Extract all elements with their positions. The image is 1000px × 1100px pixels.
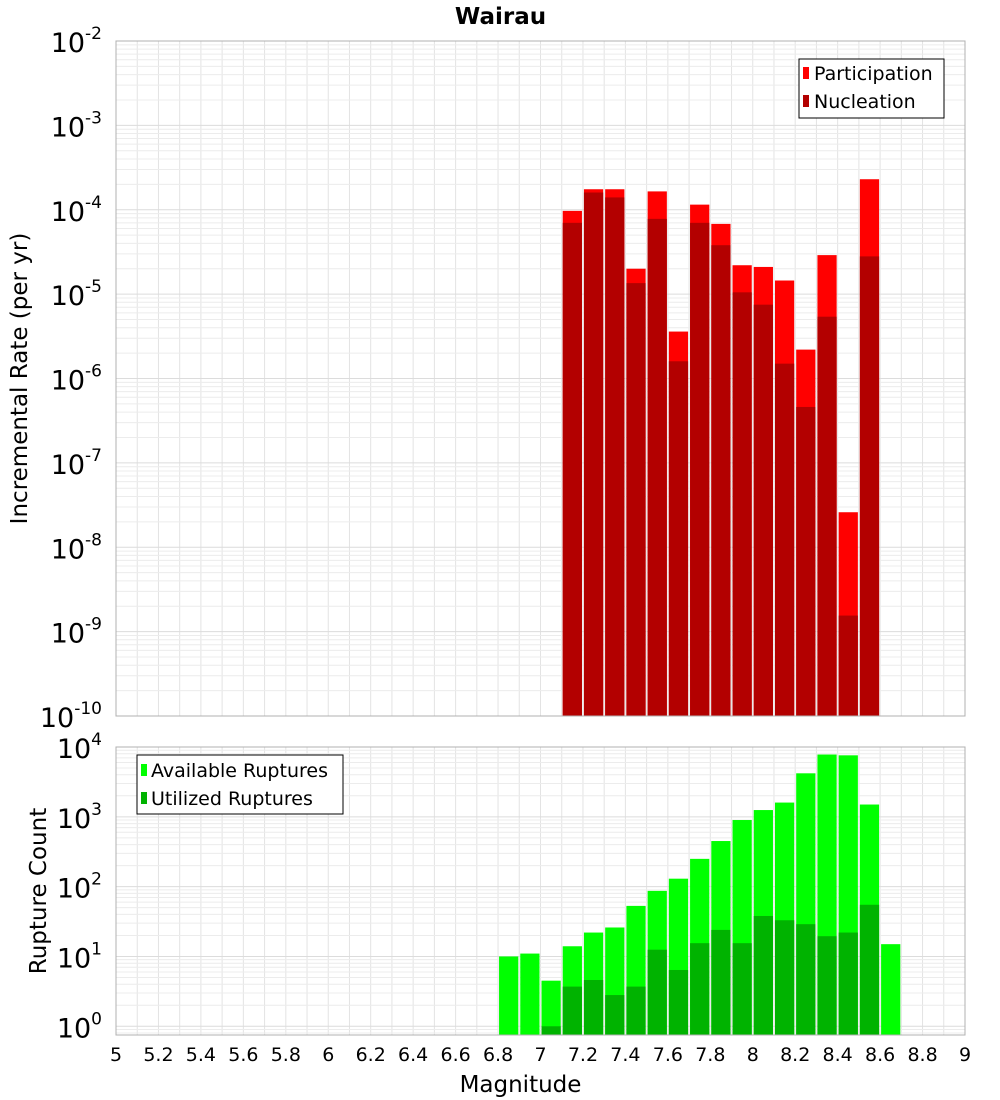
- bar: [859, 256, 880, 716]
- x-tick-label: 7.4: [610, 1044, 640, 1066]
- bars: [499, 754, 901, 1035]
- bar: [605, 995, 625, 1035]
- x-tick-label: 6.2: [356, 1044, 386, 1066]
- x-tick-label: 6.4: [398, 1044, 428, 1066]
- legend: Available Ruptures Utilized Ruptures: [136, 754, 344, 815]
- x-tick-label: 5.2: [143, 1044, 173, 1066]
- legend-box: [136, 754, 344, 815]
- bar: [732, 943, 752, 1035]
- x-tick-label: 6: [322, 1044, 334, 1066]
- x-tick-label: 7.6: [653, 1044, 683, 1066]
- chart-title: Wairau: [455, 4, 546, 30]
- bar: [499, 956, 519, 1035]
- bar: [817, 936, 837, 1035]
- bar: [562, 222, 582, 716]
- x-tick-label: 7: [534, 1044, 546, 1066]
- legend-swatch: [141, 792, 147, 804]
- bar: [711, 245, 731, 716]
- x-tick-label: 8.6: [865, 1044, 895, 1066]
- bar: [838, 932, 858, 1035]
- bar: [753, 915, 773, 1035]
- plot-frame: [115, 40, 966, 717]
- series-nucleation: [562, 192, 880, 716]
- legend-label: Nucleation: [814, 91, 916, 113]
- rate-panel: 10-10 10-9 10-8 10-7 10-6 10-5 10-4 10-3 10-2 Wai…: [7, 4, 966, 734]
- bar: [690, 943, 710, 1035]
- bar: [626, 283, 646, 716]
- bar: [881, 944, 901, 1035]
- bar: [838, 615, 858, 716]
- legend: Participation Nucleation: [798, 58, 945, 119]
- y-tick-label: 10-8: [51, 530, 102, 565]
- x-axis-label: Magnitude: [460, 1072, 582, 1098]
- y-tick-label: 10-6: [51, 362, 102, 397]
- y-tick-label: 10-10: [40, 699, 102, 734]
- bar: [774, 920, 795, 1035]
- x-tick-label: 5.6: [228, 1044, 258, 1066]
- y-axis-label: Incremental Rate (per yr): [7, 233, 33, 525]
- bar: [732, 292, 752, 716]
- bar: [774, 363, 795, 716]
- bar: [711, 929, 731, 1035]
- bar: [753, 304, 773, 716]
- bar: [817, 316, 837, 716]
- bar: [583, 980, 604, 1035]
- y-axis-label: Rupture Count: [26, 808, 52, 974]
- x-tick-label: 8.4: [823, 1044, 853, 1066]
- x-tick-label: 7.8: [695, 1044, 725, 1066]
- bar: [562, 986, 582, 1035]
- bar: [541, 980, 561, 1035]
- bar: [520, 953, 540, 1035]
- bar: [690, 222, 710, 716]
- x-tick-label: 5.8: [271, 1044, 301, 1066]
- bar: [647, 949, 667, 1035]
- legend-label: Utilized Ruptures: [151, 788, 313, 810]
- y-tick-label: 10-7: [51, 446, 102, 481]
- x-tick-label: 8.2: [780, 1044, 810, 1066]
- y-tick-label: 100: [57, 1009, 102, 1044]
- y-tick-label: 10-3: [51, 108, 102, 143]
- x-tick-label: 9: [959, 1044, 971, 1066]
- count-panel: 100 101 102 103 104 5 5.2 5.4 5.6 5.8 6 6.2 6.4 6.6 6.…: [26, 730, 971, 1098]
- y-tick-label: 104: [57, 730, 102, 765]
- legend-swatch: [803, 67, 809, 79]
- legend-swatch: [803, 95, 809, 107]
- series-utilized-ruptures: [541, 904, 880, 1035]
- legend-label: Available Ruptures: [151, 760, 328, 782]
- x-tick-label: 6.6: [440, 1044, 470, 1066]
- y-tick-label: 102: [57, 870, 102, 905]
- x-tick-label: 5: [110, 1044, 122, 1066]
- bar: [583, 192, 604, 716]
- x-tick-label: 5.4: [186, 1044, 216, 1066]
- bar: [626, 986, 646, 1035]
- bar: [668, 361, 689, 716]
- bar: [541, 1026, 561, 1035]
- y-tick-label: 103: [57, 800, 102, 835]
- grid: [115, 40, 966, 717]
- bar: [605, 197, 625, 716]
- bar: [647, 218, 667, 716]
- legend-box: [798, 58, 945, 119]
- x-tick-label: 7.2: [568, 1044, 598, 1066]
- bar: [668, 969, 689, 1035]
- x-tick-label: 8: [747, 1044, 759, 1066]
- legend-label: Participation: [814, 63, 933, 85]
- legend-swatch: [141, 764, 147, 776]
- x-tick-label: 6.8: [483, 1044, 513, 1066]
- y-tick-label: 10-5: [51, 277, 102, 312]
- y-tick-label: 10-9: [51, 615, 102, 650]
- bars: [562, 179, 880, 716]
- bar: [796, 406, 816, 716]
- y-tick-label: 10-2: [51, 24, 102, 59]
- y-tick-label: 101: [57, 939, 102, 974]
- plot-frame: [115, 746, 966, 1036]
- y-tick-label: 10-4: [51, 193, 102, 228]
- bar: [859, 904, 880, 1035]
- bar: [796, 924, 816, 1035]
- x-tick-label: 8.8: [907, 1044, 937, 1066]
